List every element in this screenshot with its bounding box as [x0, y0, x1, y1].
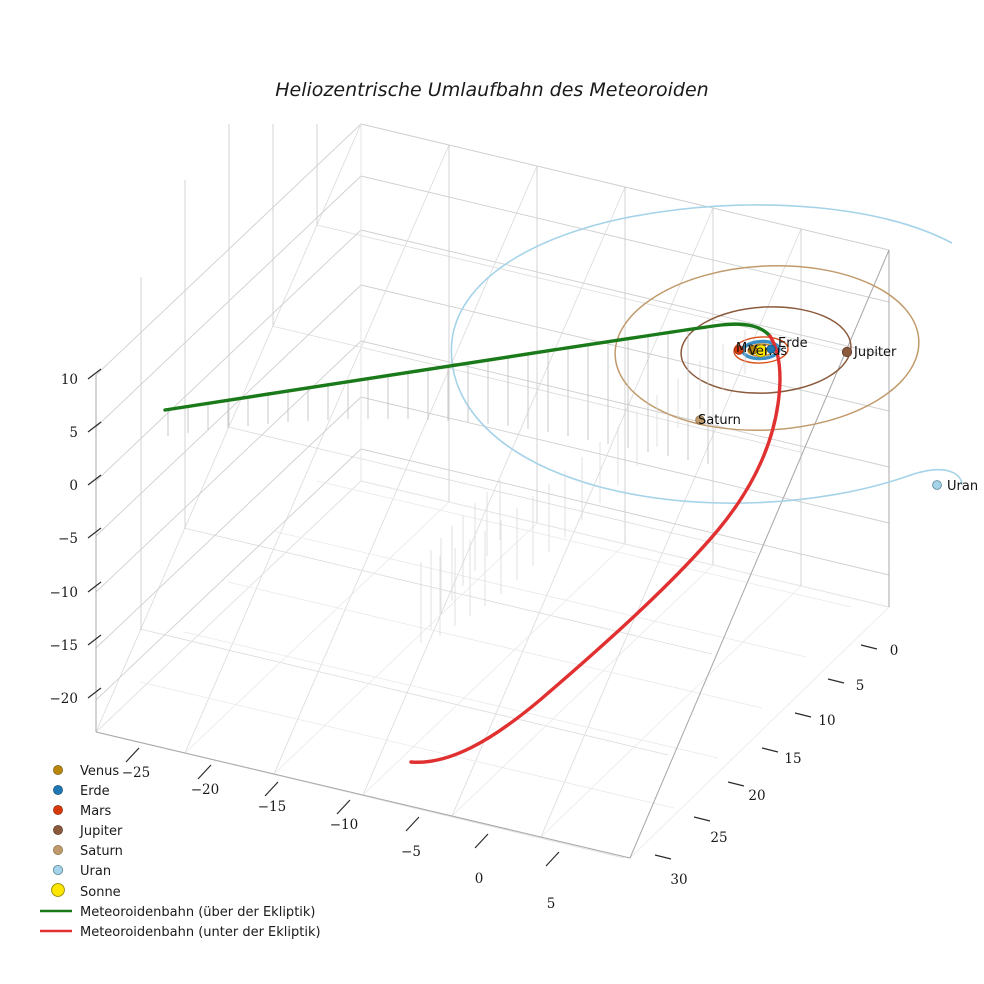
legend-item-venus[interactable]: Venus — [53, 764, 119, 779]
label-uran: Uran — [947, 479, 978, 494]
y-tick-label: 5 — [856, 678, 865, 694]
z-tick-group: 10 5 0 −5 −10 −15 −20 — [50, 368, 102, 707]
z-tick-label: −5 — [58, 531, 78, 547]
orbit-jupiter — [680, 306, 852, 394]
legend-label: Erde — [80, 784, 110, 799]
legend-label: Sonne — [80, 885, 121, 900]
legend-label: Jupiter — [79, 824, 123, 839]
legend-item-jupiter[interactable]: Jupiter — [53, 824, 123, 839]
body-markers: Mars Venus Erde Jupiter Saturn Uran — [695, 336, 978, 494]
legend-label: Meteoroidenbahn (über der Ekliptik) — [80, 905, 316, 920]
y-tick-label: 10 — [818, 713, 835, 729]
pane-grid-right — [360, 123, 890, 608]
legend-marker-mars-icon — [53, 805, 63, 815]
label-erde: Erde — [778, 336, 808, 351]
stem-lines-green — [167, 330, 709, 464]
marker-mars[interactable] — [734, 345, 744, 355]
z-tick-label: 5 — [69, 425, 78, 441]
page-title: Heliozentrische Umlaufbahn des Meteoroid… — [275, 79, 708, 101]
legend-marker-uran-icon — [53, 865, 64, 876]
legend-marker-erde-icon — [53, 785, 63, 795]
x-tick-label: −5 — [401, 844, 421, 860]
x-tick-label: −20 — [191, 782, 220, 798]
meteoroid-track-below-ecliptic — [409, 334, 782, 764]
x-tick-label: −10 — [330, 817, 359, 833]
y-tick-label: 0 — [890, 643, 899, 659]
legend-marker-sonne-icon — [51, 883, 65, 897]
legend-item-mars[interactable]: Mars — [53, 804, 112, 819]
z-tick-label: −20 — [50, 691, 79, 707]
legend-item-uran[interactable]: Uran — [53, 864, 111, 879]
label-jupiter: Jupiter — [853, 345, 897, 360]
marker-uran[interactable] — [932, 480, 942, 490]
orbit-mars — [733, 336, 789, 364]
pane-grid-floor — [95, 480, 890, 859]
z-tick-label: −10 — [50, 585, 79, 601]
legend-marker-venus-icon — [53, 765, 63, 775]
orbit-uran — [450, 204, 963, 504]
z-axis: 10 5 0 −5 −10 −15 −20 — [50, 368, 102, 707]
marker-saturn[interactable] — [695, 415, 705, 425]
legend-label: Saturn — [80, 844, 123, 859]
legend-marker-jupiter-icon — [53, 825, 63, 835]
stem-lines-red — [420, 330, 746, 643]
legend-item-erde[interactable]: Erde — [53, 784, 110, 799]
z-tick-label: 0 — [69, 478, 78, 494]
marker-venus[interactable] — [748, 345, 758, 355]
x-tick-label: 5 — [547, 896, 556, 912]
y-tick-label: 25 — [710, 830, 727, 846]
y-tick-label: 30 — [670, 872, 687, 888]
legend: Venus Erde Mars Jupiter Saturn Uran Sonn… — [40, 764, 321, 940]
x-tick-label: −15 — [258, 799, 287, 815]
z-tick-label: −15 — [50, 638, 79, 654]
legend-item-saturn[interactable]: Saturn — [53, 844, 123, 859]
legend-item-track-below[interactable]: Meteoroidenbahn (unter der Ekliptik) — [40, 925, 321, 940]
legend-label: Venus — [80, 764, 119, 779]
pane-grid-interior — [360, 124, 890, 608]
x-tick-label: −25 — [122, 765, 151, 781]
legend-label: Mars — [80, 804, 112, 819]
legend-label: Meteoroidenbahn (unter der Ekliptik) — [80, 925, 321, 940]
marker-erde[interactable] — [766, 344, 776, 354]
y-tick-label: 15 — [784, 751, 801, 767]
x-tick-label: 0 — [475, 871, 484, 887]
legend-item-sonne[interactable]: Sonne — [51, 883, 121, 900]
marker-jupiter[interactable] — [841, 346, 853, 358]
x-axis: −25 −20 −15 −10 −5 0 5 — [122, 747, 560, 912]
legend-item-track-above[interactable]: Meteoroidenbahn (über der Ekliptik) — [40, 905, 316, 920]
label-saturn: Saturn — [698, 413, 741, 428]
meteoroid-track-above-ecliptic — [163, 322, 772, 412]
y-tick-label: 20 — [748, 788, 765, 804]
z-tick-label: 10 — [61, 372, 78, 388]
y-axis: 0 5 10 15 20 25 30 — [654, 643, 899, 888]
legend-label: Uran — [80, 864, 111, 879]
legend-marker-saturn-icon — [53, 845, 63, 855]
pane-grid-back — [95, 123, 890, 859]
